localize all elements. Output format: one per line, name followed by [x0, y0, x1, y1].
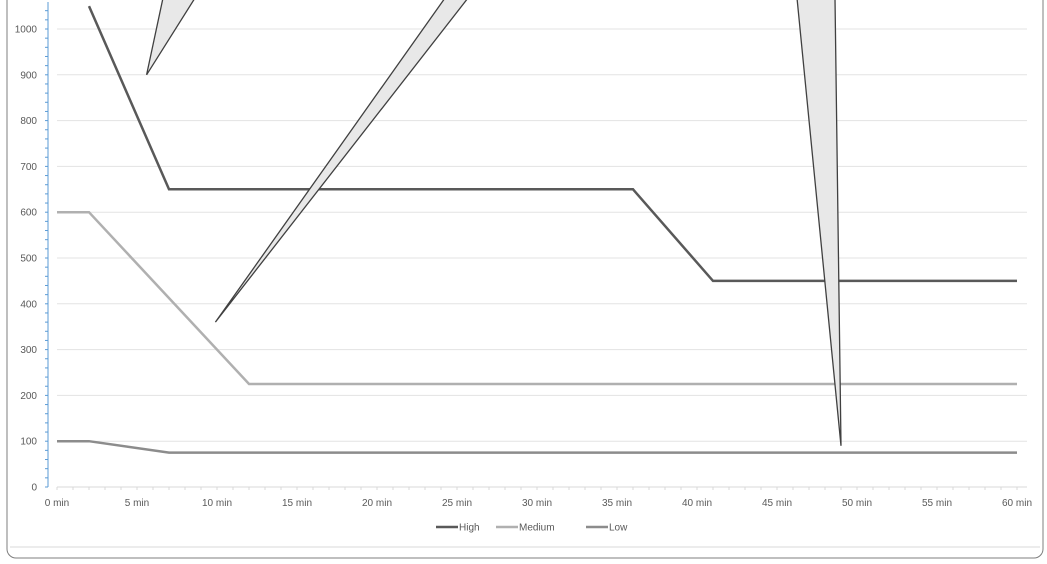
- grid: [57, 28, 1027, 442]
- series-line-medium: [57, 210, 1017, 386]
- x-tick-label: 10 min: [202, 498, 232, 509]
- y-tick-label: 0: [31, 483, 37, 494]
- series: [57, 5, 1017, 454]
- x-tick-label: 55 min: [922, 498, 952, 509]
- x-tick-label: 35 min: [602, 498, 632, 509]
- series-line-low: [57, 439, 1017, 454]
- x-tick-label: 50 min: [842, 498, 872, 509]
- callouts: [145, 0, 842, 446]
- series-line-high: [87, 5, 1017, 283]
- y-tick-label: 300: [20, 345, 37, 356]
- y-tick-label: 500: [20, 254, 37, 265]
- x-tick-label: 15 min: [282, 498, 312, 509]
- chart-border: [6, 0, 1044, 559]
- y-tick-label: 700: [20, 162, 37, 173]
- legend-label-high: High: [459, 523, 480, 534]
- x-tick-label: 60 min: [1002, 498, 1032, 509]
- x-tick-label: 25 min: [442, 498, 472, 509]
- x-tick-label: 5 min: [125, 498, 149, 509]
- x-tick-label: 30 min: [522, 498, 552, 509]
- y-tick-label: 1000: [15, 25, 38, 36]
- y-tick-label: 400: [20, 299, 37, 310]
- x-tick-label: 40 min: [682, 498, 712, 509]
- x-tick-label: 20 min: [362, 498, 392, 509]
- y-tick-label: 600: [20, 208, 37, 219]
- y-tick-label: 100: [20, 437, 37, 448]
- y-tick-label: 800: [20, 116, 37, 127]
- callout-1: [145, 0, 195, 76]
- y-tick-label: 900: [20, 70, 37, 81]
- x-tick-label: 0 min: [45, 498, 69, 509]
- legend: High Medium Low: [436, 523, 628, 534]
- legend-label-low: Low: [609, 523, 628, 534]
- callout-2: [214, 0, 468, 323]
- y-tick-label: 200: [20, 391, 37, 402]
- legend-label-medium: Medium: [519, 523, 555, 534]
- axes: 0 100 200 300 400 500 600 700 800 900 1000 0 min 5 m…: [15, 2, 1032, 509]
- x-tick-label: 45 min: [762, 498, 792, 509]
- callout-3: [796, 0, 842, 446]
